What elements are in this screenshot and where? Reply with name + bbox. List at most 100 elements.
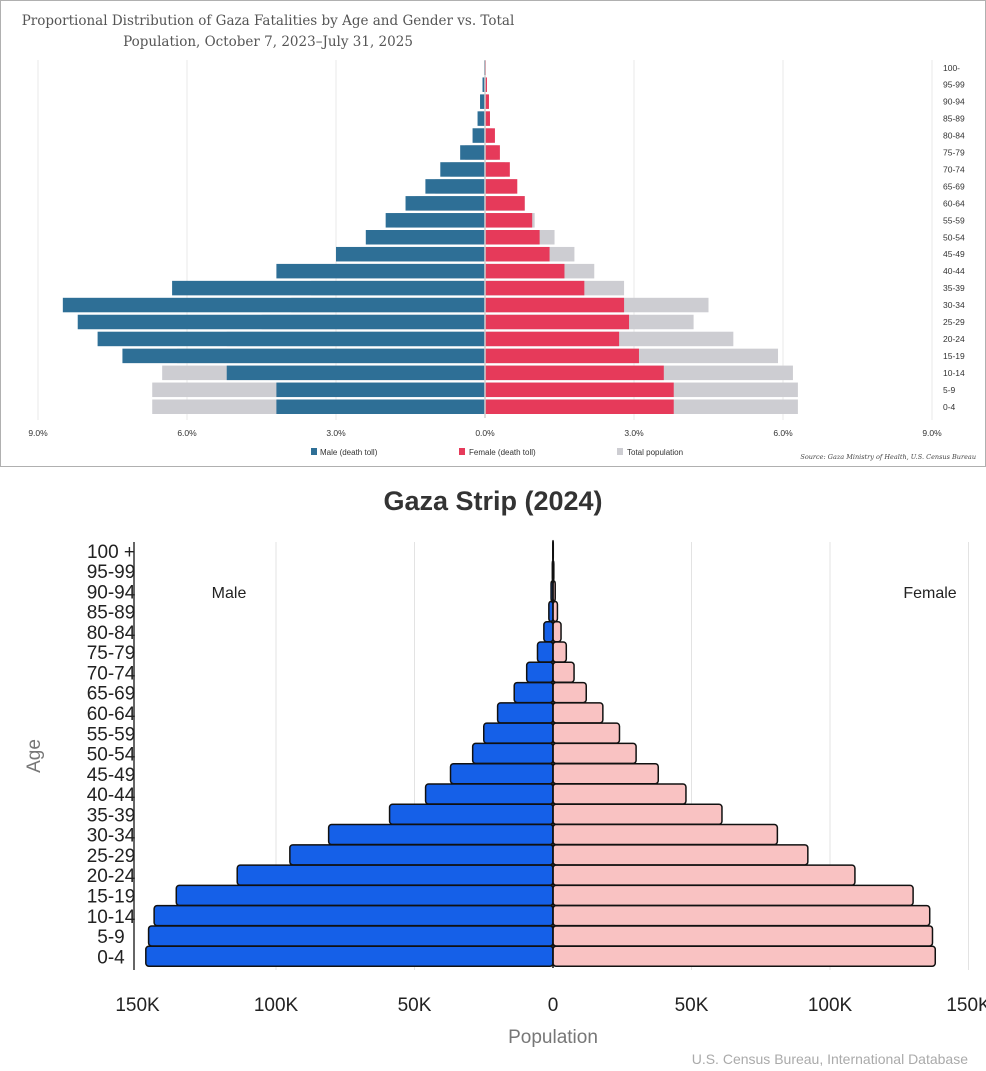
fatalities-pyramid-chart: Proportional Distribution of Gaza Fatali… [0,0,986,467]
legend-female-swatch [459,448,465,455]
chart2-age-label: 90-94 [87,582,136,603]
female-death-bar-45-49 [485,246,550,262]
female-pop-bar-0-4 [552,945,937,967]
chart1-age-label: 0-4 [943,402,956,412]
chart1-age-label: 40-44 [943,266,965,276]
chart2-age-label: 25-29 [87,846,136,867]
female-death-bar-85-89 [485,111,490,126]
chart2-x-tick: 100K [808,995,853,1016]
male-death-bar-35-39 [172,280,485,296]
female-death-bar-15-19 [485,348,639,364]
legend-total-label: Total population [627,448,683,457]
chart2-age-label: 75-79 [87,643,136,664]
male-side-label: Male [212,585,247,602]
female-pop-bar-75-79 [552,641,568,663]
female-death-bar-35-39 [485,280,585,296]
chart2-x-axis-title: Population [508,1027,598,1048]
chart2-age-label: 100 + [87,542,135,563]
chart2-x-tick: 100K [254,995,299,1016]
male-death-bar-5-9 [276,382,485,398]
male-death-bar-15-19 [122,348,485,364]
female-side-label: Female [903,585,956,602]
female-pop-bar-20-24 [552,864,856,886]
female-pop-bar-65-69 [552,681,587,704]
female-pop-bar-15-19 [552,884,914,907]
chart1-age-label: 75-79 [943,148,965,158]
female-pop-bar-80-84 [552,620,562,643]
male-death-bar-95-99 [482,77,485,92]
male-pop-bar-40-44 [424,783,554,805]
female-pop-bar-50-54 [552,742,637,765]
chart2-age-label: 5-9 [97,927,124,948]
female-death-bar-80-84 [485,128,495,143]
chart1-age-label: 5-9 [943,385,956,395]
male-death-bar-10-14 [226,365,485,381]
male-pop-bar-45-49 [449,762,554,785]
male-death-bar-55-59 [385,213,485,228]
chart1-age-label: 95-99 [943,80,965,90]
male-pop-bar-55-59 [483,722,554,744]
female-death-bar-65-69 [485,179,518,194]
legend-male-swatch [311,448,317,455]
male-death-bar-40-44 [276,263,485,279]
chart2-age-label: 45-49 [87,765,136,786]
chart1-title-line1: Proportional Distribution of Gaza Fatali… [22,13,515,29]
chart2-age-label: 35-39 [87,805,136,826]
male-pop-bar-0-4 [145,945,554,967]
female-death-bar-75-79 [485,145,500,160]
chart2-age-label: 55-59 [87,724,136,745]
chart1-age-label: 60-64 [943,198,965,208]
chart1-age-label: 30-34 [943,300,965,310]
chart1-age-label: 15-19 [943,351,965,361]
male-pop-bar-20-24 [236,864,554,886]
female-death-bar-20-24 [485,331,620,347]
chart2-age-label: 30-34 [87,826,136,847]
chart2-age-label: 60-64 [87,704,136,725]
male-death-bar-20-24 [97,331,485,347]
female-pop-bar-55-59 [552,722,621,744]
chart1-age-label: 45-49 [943,249,965,259]
chart1-x-tick: 0.0% [475,428,495,438]
male-death-bar-50-54 [365,230,485,245]
chart2-age-label: 85-89 [87,603,136,624]
chart2-age-label: 65-69 [87,684,136,705]
female-death-bar-70-74 [485,162,510,177]
chart1-x-tick: 6.0% [773,428,793,438]
chart1-age-label: 80-84 [943,131,965,141]
female-pop-bar-40-44 [552,783,687,805]
chart1-age-label: 50-54 [943,232,965,242]
female-death-bar-10-14 [485,365,664,381]
chart1-x-tick: 3.0% [326,428,346,438]
female-pop-bar-35-39 [552,803,723,826]
female-pop-bar-45-49 [552,762,660,785]
chart1-source: Source: Gaza Ministry of Health, U.S. Ce… [800,453,976,461]
male-pop-bar-5-9 [147,925,554,947]
male-death-bar-80-84 [472,128,485,143]
female-pop-bar-30-34 [552,823,779,846]
chart2-age-label: 40-44 [87,785,136,806]
male-pop-bar-60-64 [496,702,554,724]
chart2-source: U.S. Census Bureau, International Databa… [692,1051,968,1067]
legend-total-swatch [617,448,623,455]
female-death-bar-50-54 [485,230,540,245]
chart1-x-tick: 9.0% [28,428,48,438]
male-pop-bar-30-34 [327,823,554,846]
female-death-bar-95-99 [485,77,487,92]
chart1-age-label: 10-14 [943,368,965,378]
male-pop-bar-80-84 [543,620,554,643]
female-death-bar-90-94 [485,94,489,109]
chart1-age-label: 70-74 [943,164,965,174]
chart1-x-tick: 3.0% [624,428,644,438]
chart1-age-label: 35-39 [943,283,965,293]
chart1-age-label: 100- [943,63,960,73]
chart2-y-axis-title: Age [24,739,45,773]
male-death-bar-70-74 [440,162,485,177]
female-death-bar-60-64 [485,196,525,211]
male-death-bar-45-49 [336,246,485,262]
female-death-bar-5-9 [485,382,674,398]
female-pop-bar-5-9 [552,925,934,947]
male-death-bar-0-4 [276,399,485,414]
chart2-x-tick: 50K [675,995,709,1016]
chart2-age-label: 80-84 [87,623,136,644]
chart1-age-label: 25-29 [943,317,965,327]
